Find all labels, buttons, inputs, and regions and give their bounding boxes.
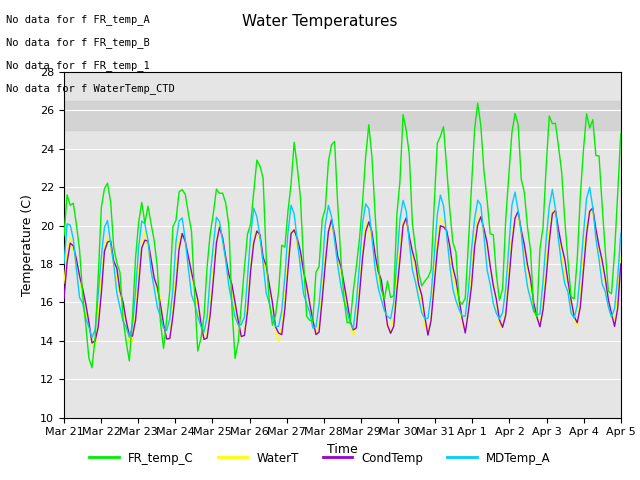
Text: No data for f FR_temp_1: No data for f FR_temp_1 — [6, 60, 150, 72]
Y-axis label: Temperature (C): Temperature (C) — [22, 194, 35, 296]
Text: Water Temperatures: Water Temperatures — [243, 14, 397, 29]
Legend: FR_temp_C, WaterT, CondTemp, MDTemp_A: FR_temp_C, WaterT, CondTemp, MDTemp_A — [84, 447, 556, 469]
Bar — [64, 101, 621, 130]
Text: No data for f FR_temp_A: No data for f FR_temp_A — [6, 14, 150, 25]
Text: No data for f FR_temp_B: No data for f FR_temp_B — [6, 37, 150, 48]
Text: No data for f WaterTemp_CTD: No data for f WaterTemp_CTD — [6, 84, 175, 95]
X-axis label: Time: Time — [327, 443, 358, 456]
